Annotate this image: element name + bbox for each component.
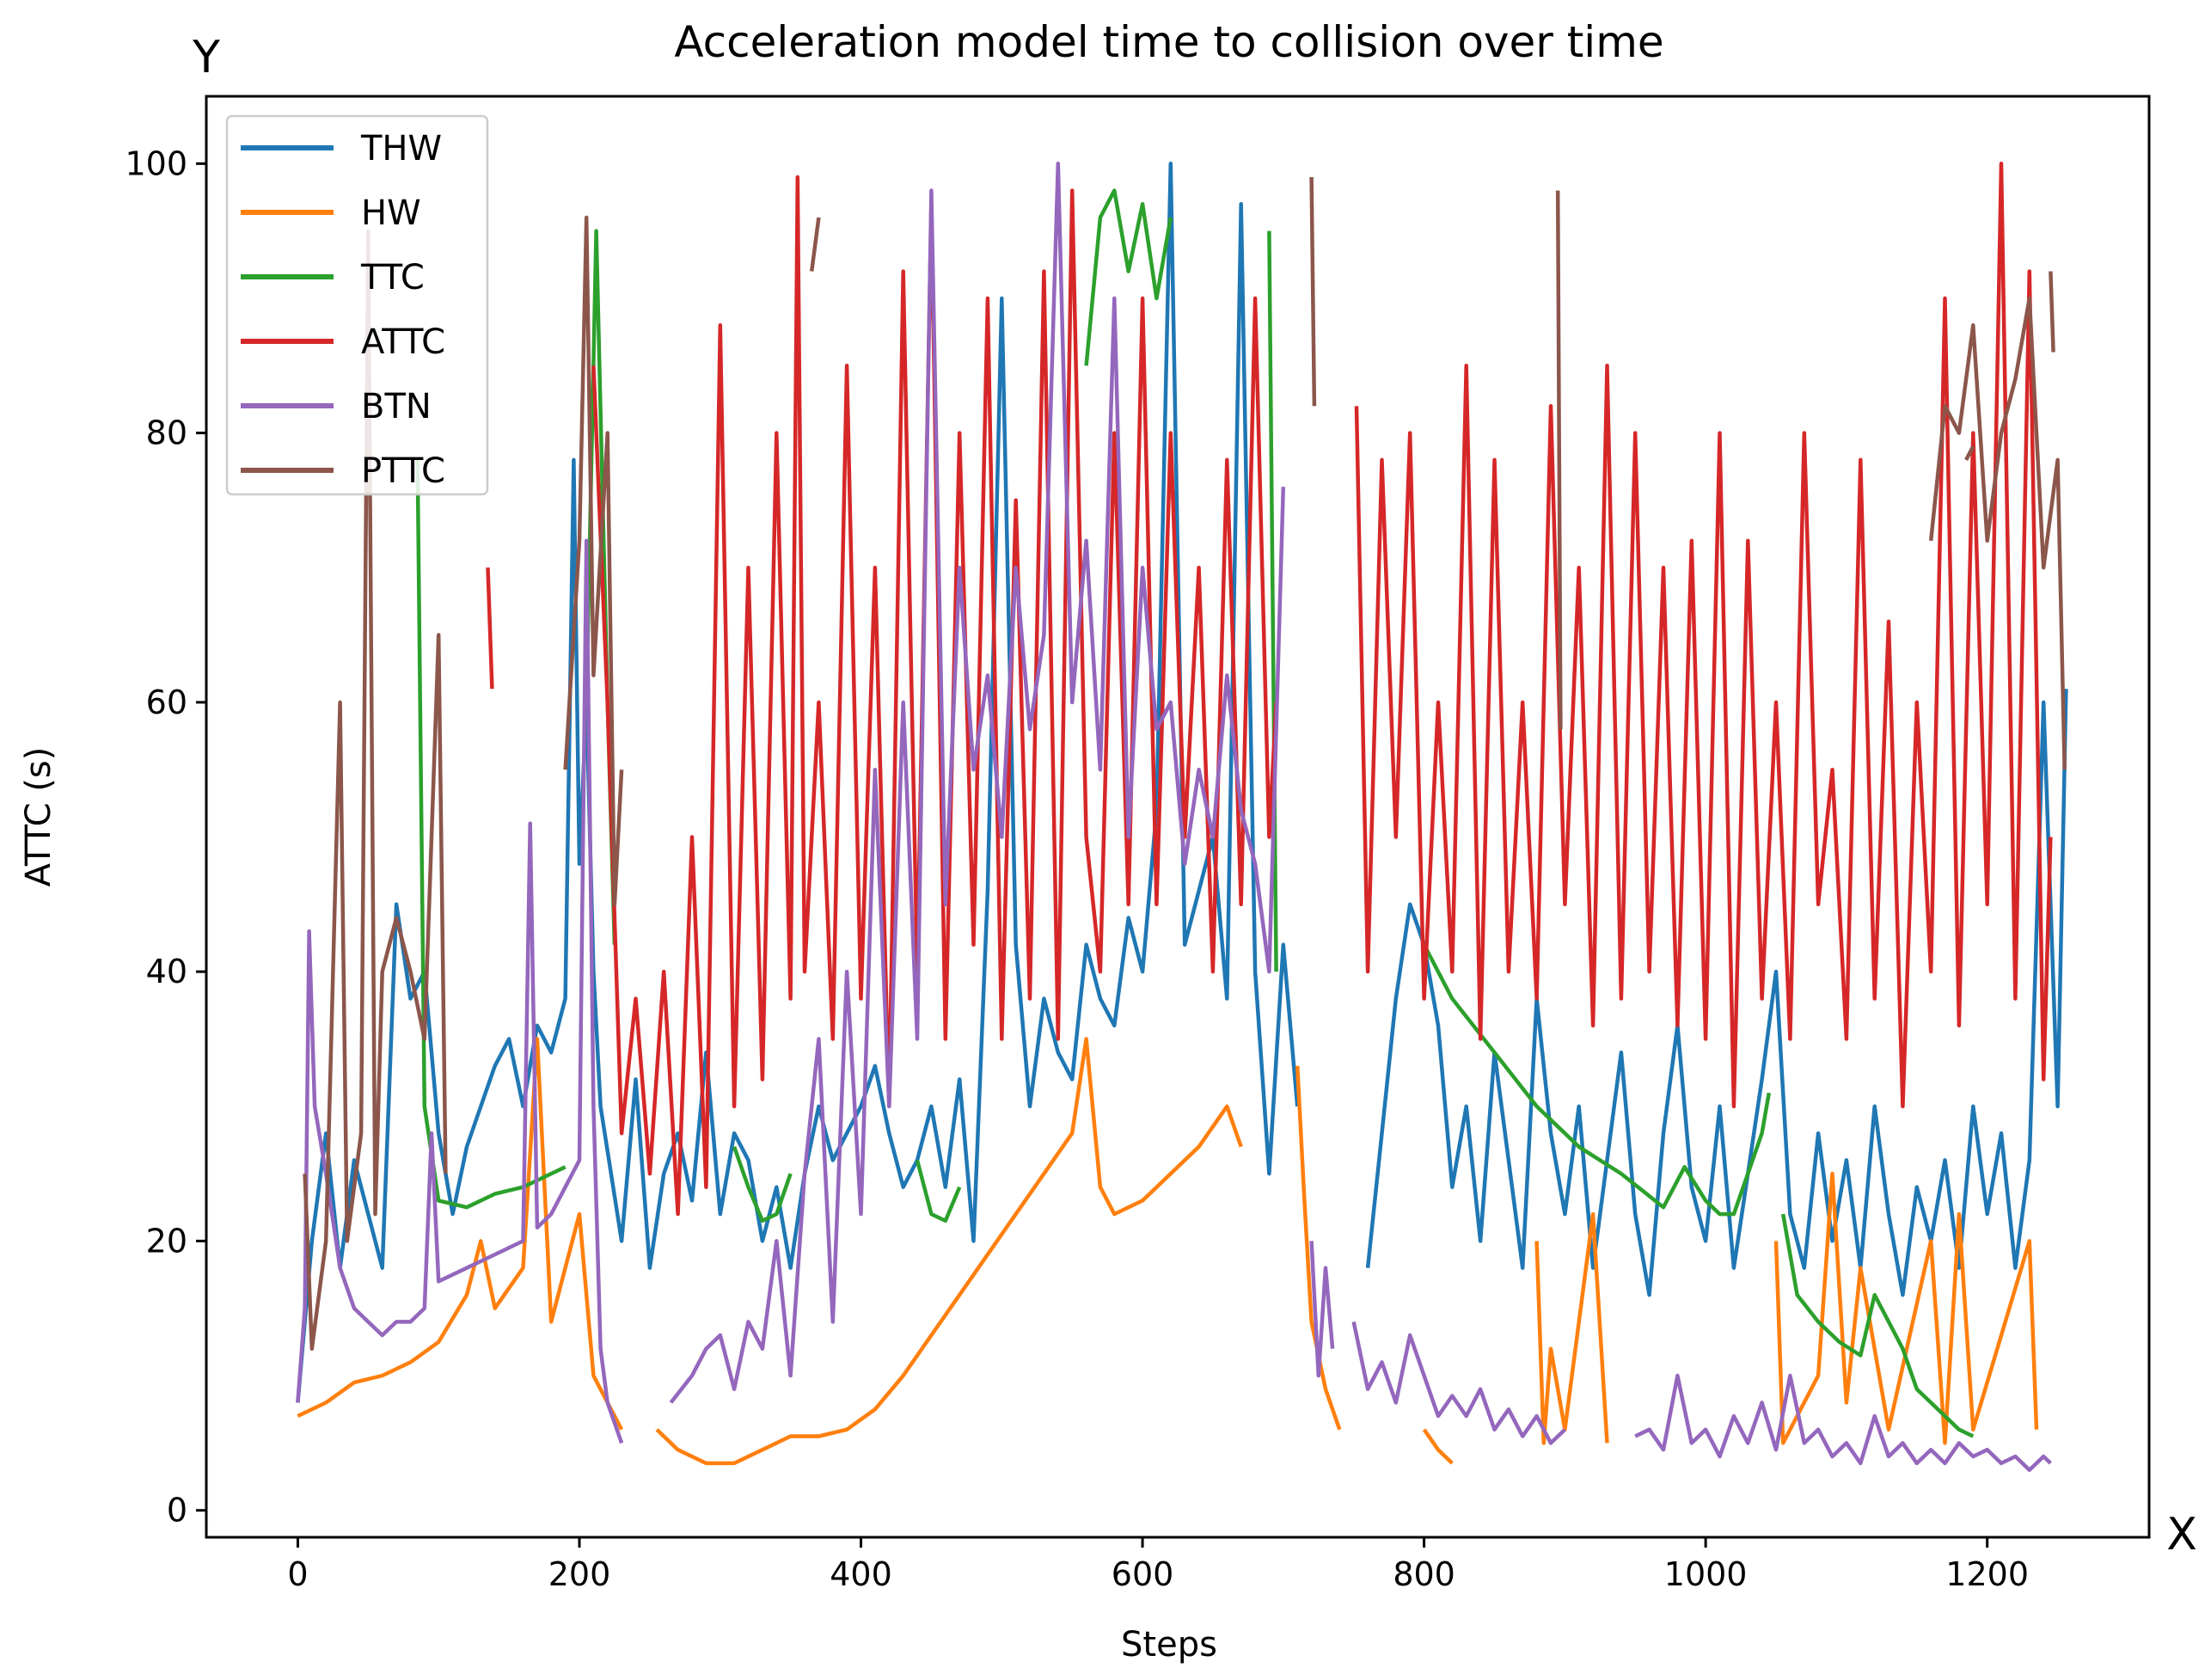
series-line-btn-segment-23	[1634, 1373, 2052, 1472]
series-line-pttc-segment-24	[303, 229, 448, 1351]
x-tick-label-1200: 1200	[1945, 1555, 2029, 1593]
y-tick-label-0: 0	[167, 1492, 187, 1530]
legend-label-thw: THW	[360, 129, 442, 169]
series-line-btn-segment-21	[1309, 1241, 1335, 1378]
series-line-hw-segment-2	[297, 1037, 624, 1431]
series-line-pttc-segment-26	[809, 217, 821, 272]
chart-title: Acceleration model time to collision ove…	[674, 17, 1663, 67]
series-line-pttc-segment-29	[1964, 445, 1975, 461]
series-line-pttc-segment-28	[1555, 190, 1563, 730]
x-axis: 0 200 400 600 800 1000 1200	[287, 1537, 2029, 1593]
series-line-thw-segment-0	[296, 162, 1300, 1403]
series-line-attc-segment-16	[486, 567, 494, 690]
legend: THW HW TTC ATTC BTN PTTC	[225, 114, 489, 496]
series-line-ttc-segment-14	[1422, 943, 1772, 1217]
legend-label-pttc: PTTC	[361, 451, 445, 491]
series-line-pttc-segment-25	[563, 215, 624, 907]
series-line-btn-segment-22	[1351, 1321, 1566, 1445]
series-line-ttc-segment-15	[1780, 1213, 1975, 1438]
y-tick-label-80: 80	[146, 414, 187, 452]
y-corner-label: Y	[192, 32, 220, 83]
series-line-pttc-segment-27	[1309, 176, 1317, 407]
series-line-ttc-segment-11	[915, 1159, 962, 1223]
legend-box	[225, 114, 489, 496]
series-line-hw-segment-5	[1422, 1428, 1454, 1465]
x-tick-label-200: 200	[548, 1555, 611, 1593]
x-tick-label-1000: 1000	[1664, 1555, 1748, 1593]
legend-label-attc: ATTC	[361, 322, 445, 362]
x-corner-label: X	[2166, 1509, 2197, 1560]
series-line-ttc-segment-12	[1084, 188, 1173, 366]
y-axis-title: ATTC (s)	[19, 747, 58, 887]
y-tick-label-100: 100	[125, 144, 187, 182]
series-line-btn-segment-19	[296, 538, 624, 1444]
x-tick-label-600: 600	[1112, 1555, 1174, 1593]
series-line-hw-segment-6	[1534, 1211, 1609, 1445]
series-line-pttc-segment-31	[1928, 296, 2067, 770]
legend-label-ttc: TTC	[360, 258, 425, 297]
legend-label-hw: HW	[361, 193, 421, 233]
series-line-hw-segment-7	[1773, 1171, 2039, 1445]
series-line-hw-segment-4	[1295, 1065, 1342, 1431]
series-line-hw-segment-3	[655, 1037, 1243, 1466]
x-tick-label-0: 0	[287, 1555, 308, 1593]
series-line-ttc-segment-10	[732, 1146, 793, 1223]
series-line-attc-segment-18	[1354, 162, 2053, 1109]
series-line-ttc-segment-8	[415, 459, 567, 1210]
y-tick-label-20: 20	[146, 1222, 187, 1260]
x-tick-label-400: 400	[830, 1555, 892, 1593]
y-axis: 0 20 40 60 80 100	[125, 144, 206, 1530]
y-tick-label-60: 60	[146, 684, 187, 721]
plot-area-frame	[205, 95, 2151, 1539]
x-tick-label-800: 800	[1393, 1555, 1455, 1593]
series-line-btn-segment-20	[669, 162, 1286, 1404]
series-line-pttc-segment-30	[2049, 271, 2055, 353]
x-axis-title: Steps	[1121, 1625, 1217, 1665]
y-tick-label-40: 40	[146, 953, 187, 990]
series-line-ttc-segment-13	[1267, 230, 1278, 972]
series-layer	[296, 162, 2068, 1472]
legend-label-btn: BTN	[361, 387, 432, 426]
series-line-thw-segment-1	[1365, 689, 2068, 1297]
